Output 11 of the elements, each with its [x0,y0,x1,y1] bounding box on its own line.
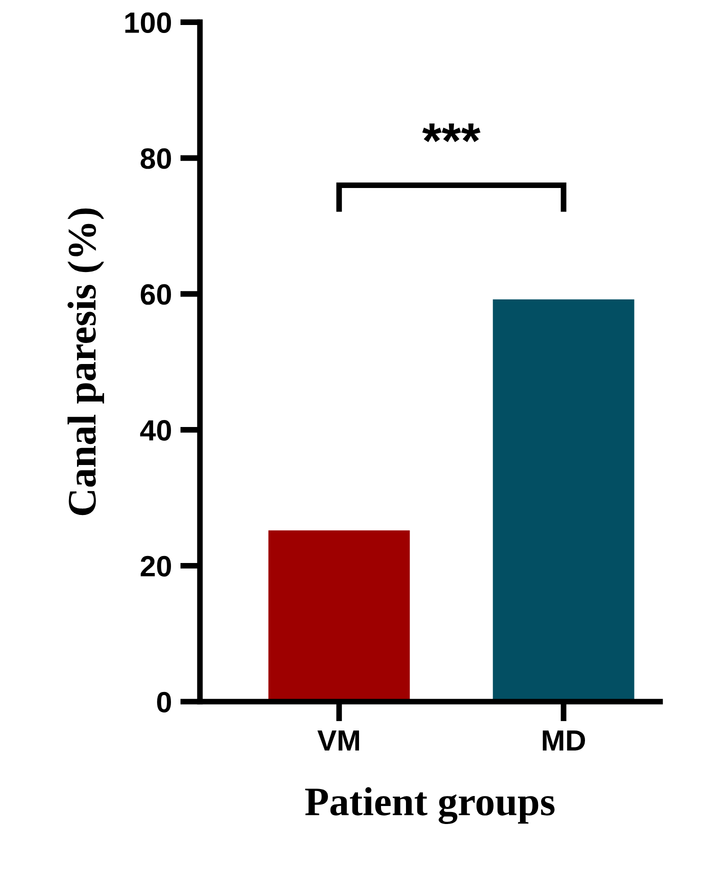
y-tick-label: 20 [140,556,171,577]
annotation: *** [422,123,480,142]
x-tick-label: MD [542,730,586,751]
y-tick-label: 80 [140,148,171,169]
y-tick-label: 40 [140,420,171,441]
x-axis-title: Patient groups [305,787,555,824]
y-axis-title: Canal paresis (%) [68,208,104,516]
y-tick-label: 60 [140,284,171,305]
y-tick-label: 100 [125,12,171,34]
y-tick-label: 0 [157,692,171,712]
x-tick-label: VM [317,730,360,751]
